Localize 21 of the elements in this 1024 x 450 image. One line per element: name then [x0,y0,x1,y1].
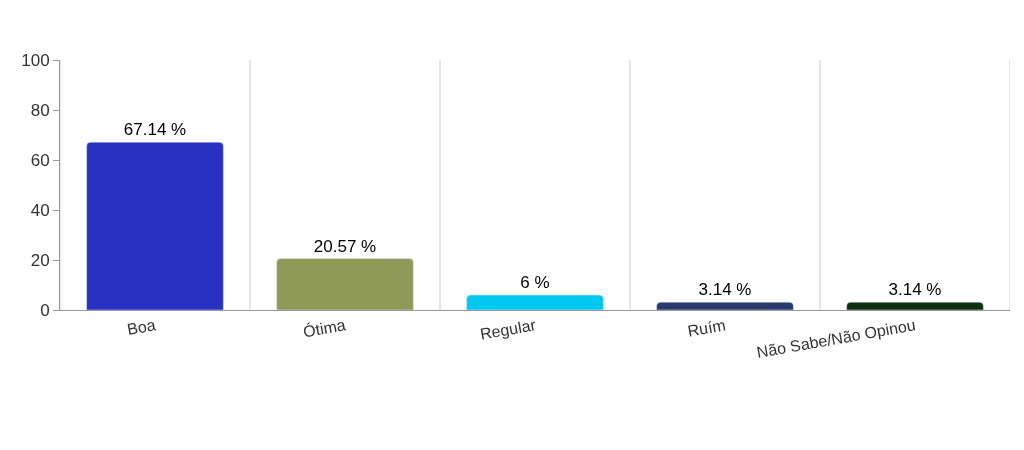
data-label: 3.14 % [698,280,752,300]
x-tick-label: Não Sabe/Não Opinou [755,316,917,361]
y-tick-label: 100 [21,50,50,70]
y-tick-label: 20 [30,250,50,270]
x-tick-label: Ótima [301,315,348,341]
y-tick-label: 0 [40,300,50,320]
bar [656,301,794,310]
bar [466,294,604,310]
data-label: 3.14 % [888,280,942,300]
data-label: 20.57 % [313,236,377,256]
y-tick-label: 60 [30,150,50,170]
y-tick-label: 40 [30,200,50,220]
bar [276,258,414,310]
x-tick-label: Ruím [686,316,727,340]
bar [86,141,224,310]
y-tick-label: 80 [30,100,50,120]
x-tick-label: Regular [478,316,538,343]
bar [846,301,984,310]
data-label: 67.14 % [123,120,187,140]
data-label: 6 % [520,273,550,292]
x-tick-label: Boa [125,316,158,338]
